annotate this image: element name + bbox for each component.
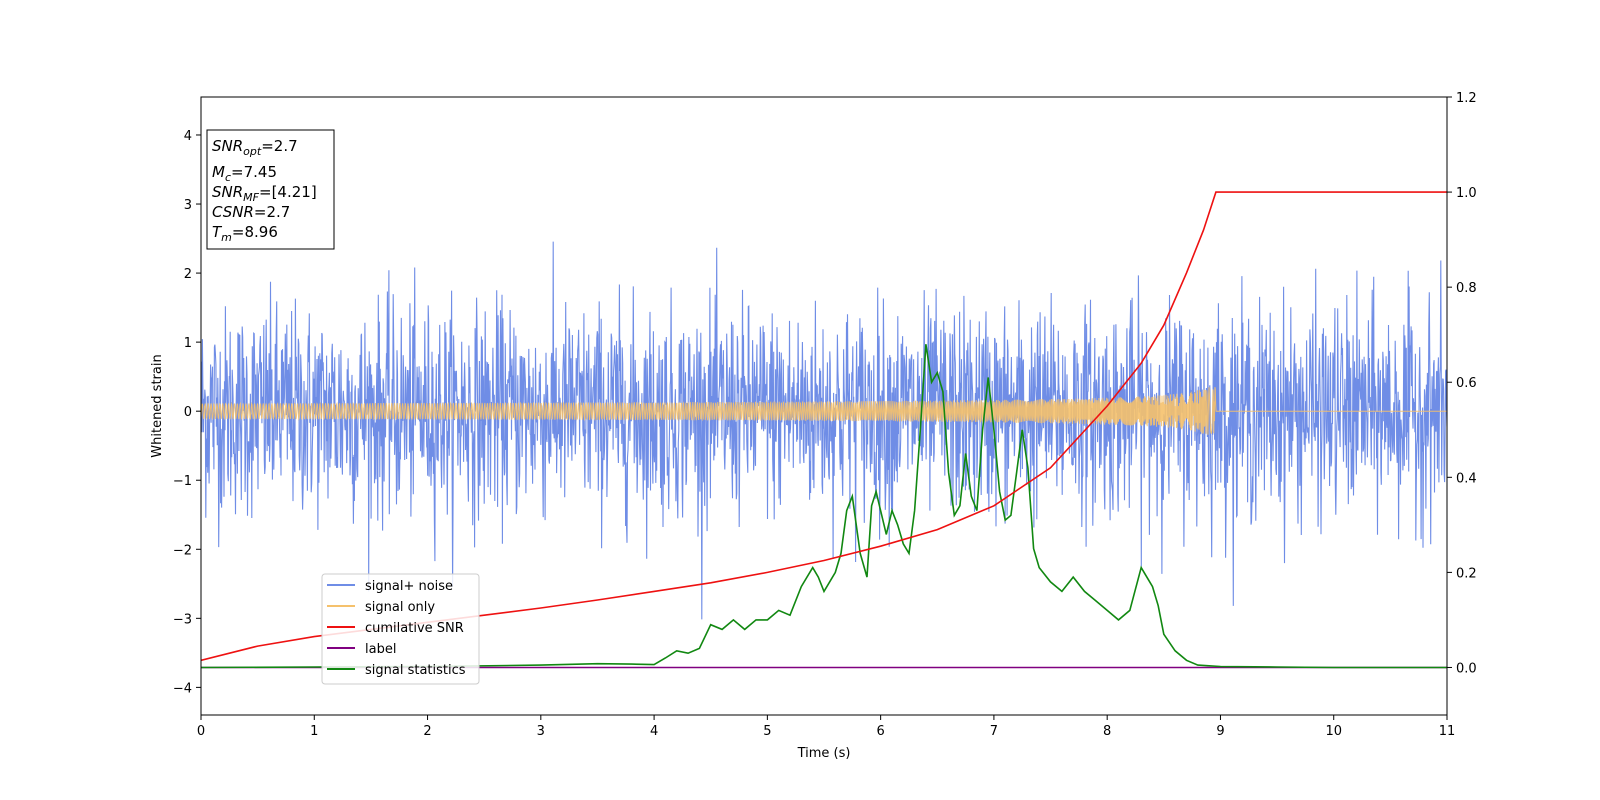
x-tick-label: 6 bbox=[876, 724, 884, 739]
y-axis-left: −4 −3 −2 −1 0 1 2 3 4 bbox=[173, 129, 201, 696]
y2-tick-label: 0.0 bbox=[1456, 661, 1477, 676]
x-tick-label: 0 bbox=[197, 724, 205, 739]
x-tick-label: 7 bbox=[990, 724, 998, 739]
info-box-line: SNRopt=2.7 bbox=[212, 137, 298, 158]
y-tick-label: 3 bbox=[184, 198, 192, 213]
x-tick-label: 2 bbox=[423, 724, 431, 739]
y2-tick-label: 0.6 bbox=[1456, 376, 1477, 391]
y-tick-label: 2 bbox=[184, 267, 192, 282]
y-tick-label: −3 bbox=[173, 612, 192, 627]
x-tick-label: 9 bbox=[1216, 724, 1224, 739]
legend-label: signal only bbox=[365, 600, 435, 615]
series-signal-only-line bbox=[201, 387, 1447, 435]
info-box-line: Tm=8.96 bbox=[212, 223, 278, 244]
info-box-line: CSNR=2.7 bbox=[212, 203, 290, 221]
series-signal-noise-line bbox=[201, 241, 1447, 620]
y-axis-label: Whitened strain bbox=[150, 354, 165, 457]
x-tick-label: 4 bbox=[650, 724, 658, 739]
y2-tick-label: 1.2 bbox=[1456, 91, 1477, 106]
y-tick-label: −2 bbox=[173, 543, 192, 558]
y2-tick-label: 0.8 bbox=[1456, 281, 1477, 296]
y2-tick-label: 0.4 bbox=[1456, 471, 1477, 486]
legend-label: label bbox=[365, 642, 396, 657]
legend-label: cumilative SNR bbox=[365, 621, 464, 636]
y-tick-label: 1 bbox=[184, 336, 192, 351]
plot-frame bbox=[200, 96, 1448, 716]
info-box-line: Mc=7.45 bbox=[212, 163, 277, 184]
info-box-line: SNRMF=[4.21] bbox=[212, 183, 317, 204]
x-tick-label: 8 bbox=[1103, 724, 1111, 739]
legend: signal+ noise signal only cumilative SNR la… bbox=[321, 573, 480, 685]
y-tick-label: −4 bbox=[173, 681, 192, 696]
y2-tick-label: 1.0 bbox=[1456, 186, 1477, 201]
x-axis-label: Time (s) bbox=[797, 746, 851, 761]
y-tick-label: −1 bbox=[173, 474, 192, 489]
legend-label: signal statistics bbox=[365, 663, 466, 678]
x-tick-label: 10 bbox=[1325, 724, 1342, 739]
x-tick-label: 1 bbox=[310, 724, 318, 739]
legend-label: signal+ noise bbox=[365, 579, 453, 594]
y2-tick-label: 0.2 bbox=[1456, 566, 1477, 581]
x-tick-label: 5 bbox=[763, 724, 771, 739]
x-axis: 0 1 2 3 4 5 6 7 8 9 10 11 bbox=[197, 715, 1455, 739]
y-tick-label: 0 bbox=[184, 405, 192, 420]
x-tick-label: 11 bbox=[1439, 724, 1456, 739]
y-tick-label: 4 bbox=[184, 129, 192, 144]
series-signal-statistics-line bbox=[201, 344, 1447, 669]
x-tick-label: 3 bbox=[537, 724, 545, 739]
y-axis-right: 0.0 0.2 0.4 0.6 0.8 1.0 1.2 bbox=[1447, 91, 1477, 676]
